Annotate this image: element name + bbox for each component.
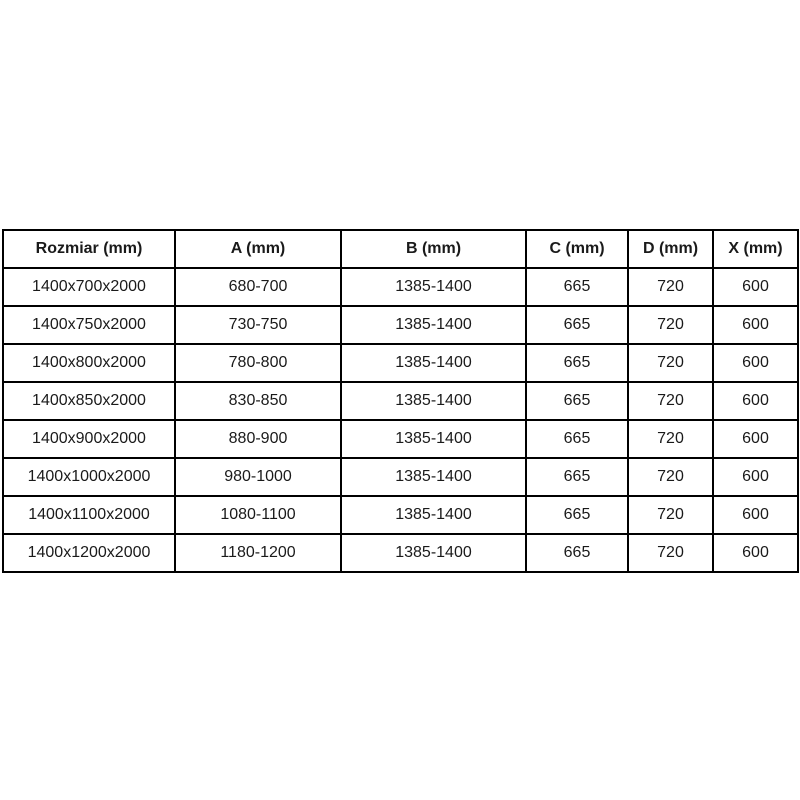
table-cell: 1385-1400 xyxy=(340,419,527,459)
table-cell: 720 xyxy=(627,305,714,345)
table-cell: 720 xyxy=(627,533,714,573)
dimensions-table: Rozmiar (mm) A (mm) B (mm) C (mm) D (mm)… xyxy=(2,229,799,573)
table-cell: 665 xyxy=(525,457,629,497)
table-cell: 830-850 xyxy=(174,381,342,421)
table-cell: 665 xyxy=(525,495,629,535)
table-cell: 880-900 xyxy=(174,419,342,459)
table-cell: 1385-1400 xyxy=(340,381,527,421)
table-row: 1400x900x2000 880-900 1385-1400 665 720 … xyxy=(2,419,799,459)
column-header-a: A (mm) xyxy=(174,229,342,269)
table-cell: 600 xyxy=(712,343,799,383)
table-cell: 1385-1400 xyxy=(340,495,527,535)
table-cell: 1385-1400 xyxy=(340,267,527,307)
table-cell: 720 xyxy=(627,495,714,535)
table-cell: 665 xyxy=(525,305,629,345)
table-cell: 665 xyxy=(525,343,629,383)
table-row: 1400x850x2000 830-850 1385-1400 665 720 … xyxy=(2,381,799,421)
table-cell: 720 xyxy=(627,267,714,307)
table-row: 1400x700x2000 680-700 1385-1400 665 720 … xyxy=(2,267,799,307)
table-cell: 1385-1400 xyxy=(340,305,527,345)
table-cell: 780-800 xyxy=(174,343,342,383)
table-cell: 1180-1200 xyxy=(174,533,342,573)
table-cell: 600 xyxy=(712,457,799,497)
table-cell: 1400x900x2000 xyxy=(2,419,176,459)
table-row: 1400x1200x2000 1180-1200 1385-1400 665 7… xyxy=(2,533,799,573)
table-cell: 980-1000 xyxy=(174,457,342,497)
column-header-d: D (mm) xyxy=(627,229,714,269)
table-cell: 1400x1000x2000 xyxy=(2,457,176,497)
table-cell: 1385-1400 xyxy=(340,457,527,497)
table-cell: 1080-1100 xyxy=(174,495,342,535)
table-row: 1400x1100x2000 1080-1100 1385-1400 665 7… xyxy=(2,495,799,535)
table-cell: 720 xyxy=(627,343,714,383)
table-cell: 1400x750x2000 xyxy=(2,305,176,345)
table-row: 1400x750x2000 730-750 1385-1400 665 720 … xyxy=(2,305,799,345)
table-cell: 665 xyxy=(525,533,629,573)
column-header-rozmiar: Rozmiar (mm) xyxy=(2,229,176,269)
table-cell: 720 xyxy=(627,419,714,459)
table-cell: 600 xyxy=(712,381,799,421)
table-cell: 730-750 xyxy=(174,305,342,345)
column-header-c: C (mm) xyxy=(525,229,629,269)
table-cell: 1400x700x2000 xyxy=(2,267,176,307)
column-header-b: B (mm) xyxy=(340,229,527,269)
table-cell: 680-700 xyxy=(174,267,342,307)
table-cell: 720 xyxy=(627,457,714,497)
column-header-x: X (mm) xyxy=(712,229,799,269)
header-row: Rozmiar (mm) A (mm) B (mm) C (mm) D (mm)… xyxy=(2,229,799,269)
table-cell: 1400x1100x2000 xyxy=(2,495,176,535)
table-cell: 600 xyxy=(712,267,799,307)
table-cell: 665 xyxy=(525,381,629,421)
table-cell: 1400x1200x2000 xyxy=(2,533,176,573)
table-row: 1400x800x2000 780-800 1385-1400 665 720 … xyxy=(2,343,799,383)
table-cell: 600 xyxy=(712,305,799,345)
table-cell: 665 xyxy=(525,419,629,459)
table-cell: 720 xyxy=(627,381,714,421)
table-cell: 600 xyxy=(712,419,799,459)
table-row: 1400x1000x2000 980-1000 1385-1400 665 72… xyxy=(2,457,799,497)
table-cell: 1385-1400 xyxy=(340,343,527,383)
table-cell: 600 xyxy=(712,495,799,535)
table-cell: 1400x800x2000 xyxy=(2,343,176,383)
table-cell: 665 xyxy=(525,267,629,307)
table-cell: 1400x850x2000 xyxy=(2,381,176,421)
table-cell: 600 xyxy=(712,533,799,573)
table-cell: 1385-1400 xyxy=(340,533,527,573)
